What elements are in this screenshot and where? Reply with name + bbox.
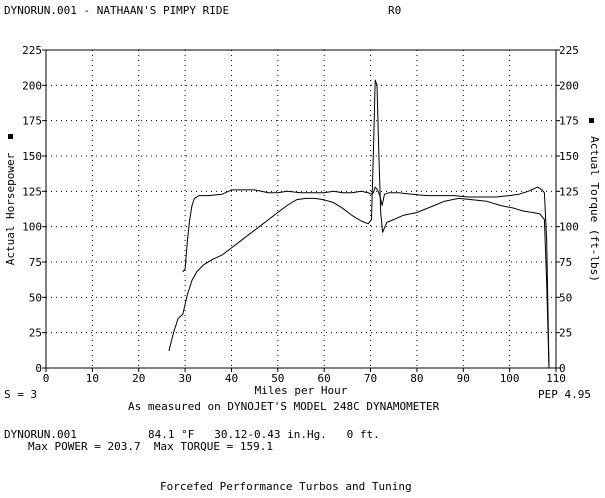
y-tick-label-left: 225 bbox=[22, 44, 42, 57]
y-tick-label-right: 75 bbox=[559, 256, 572, 269]
measured-on: As measured on DYNOJET'S MODEL 248C DYNA… bbox=[128, 400, 440, 413]
x-tick-label: 70 bbox=[364, 372, 377, 385]
y-tick-label-right: 225 bbox=[559, 44, 579, 57]
left-scale-marker bbox=[8, 134, 13, 139]
max-values: Max POWER = 203.7 Max TORQUE = 159.1 bbox=[28, 440, 274, 453]
x-tick-label: 30 bbox=[178, 372, 191, 385]
x-tick-label: 90 bbox=[457, 372, 470, 385]
x-tick-label: 40 bbox=[225, 372, 238, 385]
shop-name: Forcefed Performance Turbos and Tuning bbox=[160, 480, 412, 493]
y-tick-label-left: 150 bbox=[22, 150, 42, 163]
weather-conditions: 84.1 °F 30.12-0.43 in.Hg. 0 ft. bbox=[148, 428, 380, 441]
y-tick-label-left: 200 bbox=[22, 79, 42, 92]
y-tick-label-left: 100 bbox=[22, 221, 42, 234]
x-tick-label: 80 bbox=[410, 372, 423, 385]
horsepower-line bbox=[168, 79, 550, 369]
y-tick-label-right: 100 bbox=[559, 221, 579, 234]
y-tick-label-left: 75 bbox=[29, 256, 42, 269]
y-tick-label-left: 50 bbox=[29, 291, 42, 304]
plot-frame bbox=[45, 49, 557, 369]
series-lines bbox=[168, 79, 550, 369]
torque-line bbox=[182, 186, 550, 369]
y-axis-label-right: Actual Torque (ft-lbs) bbox=[588, 136, 601, 282]
y-axis-label-left: Actual Horsepower bbox=[4, 152, 17, 265]
x-axis-label: Miles per Hour bbox=[255, 384, 348, 397]
x-tick-label: 20 bbox=[132, 372, 145, 385]
y-tick-label-left: 125 bbox=[22, 185, 42, 198]
x-tick-label: 110 bbox=[546, 372, 566, 385]
pep-value: PEP 4.95 bbox=[538, 388, 591, 401]
y-tick-label-right: 0 bbox=[559, 362, 566, 375]
y-tick-label-right: 25 bbox=[559, 327, 572, 340]
file-name: DYNORUN.001 bbox=[4, 428, 77, 441]
y-tick-label-right: 50 bbox=[559, 291, 572, 304]
x-tick-label: 100 bbox=[500, 372, 520, 385]
x-tick-label: 50 bbox=[271, 372, 284, 385]
run-code: R0 bbox=[388, 4, 402, 17]
x-tick-label: 10 bbox=[86, 372, 99, 385]
y-tick-label-left: 175 bbox=[22, 115, 42, 128]
y-tick-label-right: 150 bbox=[559, 150, 579, 163]
smoothing-value: S = 3 bbox=[4, 388, 38, 401]
y-tick-label-left: 0 bbox=[35, 362, 42, 375]
y-tick-label-right: 200 bbox=[559, 79, 579, 92]
y-tick-label-left: 25 bbox=[29, 327, 42, 340]
y-tick-label-right: 125 bbox=[559, 185, 579, 198]
right-scale-marker bbox=[589, 118, 594, 123]
x-tick-label: 0 bbox=[43, 372, 50, 385]
x-tick-label: 60 bbox=[318, 372, 331, 385]
run-title: DYNORUN.001 - NATHAAN'S PIMPY RIDE bbox=[4, 4, 230, 17]
y-tick-label-right: 175 bbox=[559, 115, 579, 128]
grid-lines bbox=[46, 50, 556, 368]
